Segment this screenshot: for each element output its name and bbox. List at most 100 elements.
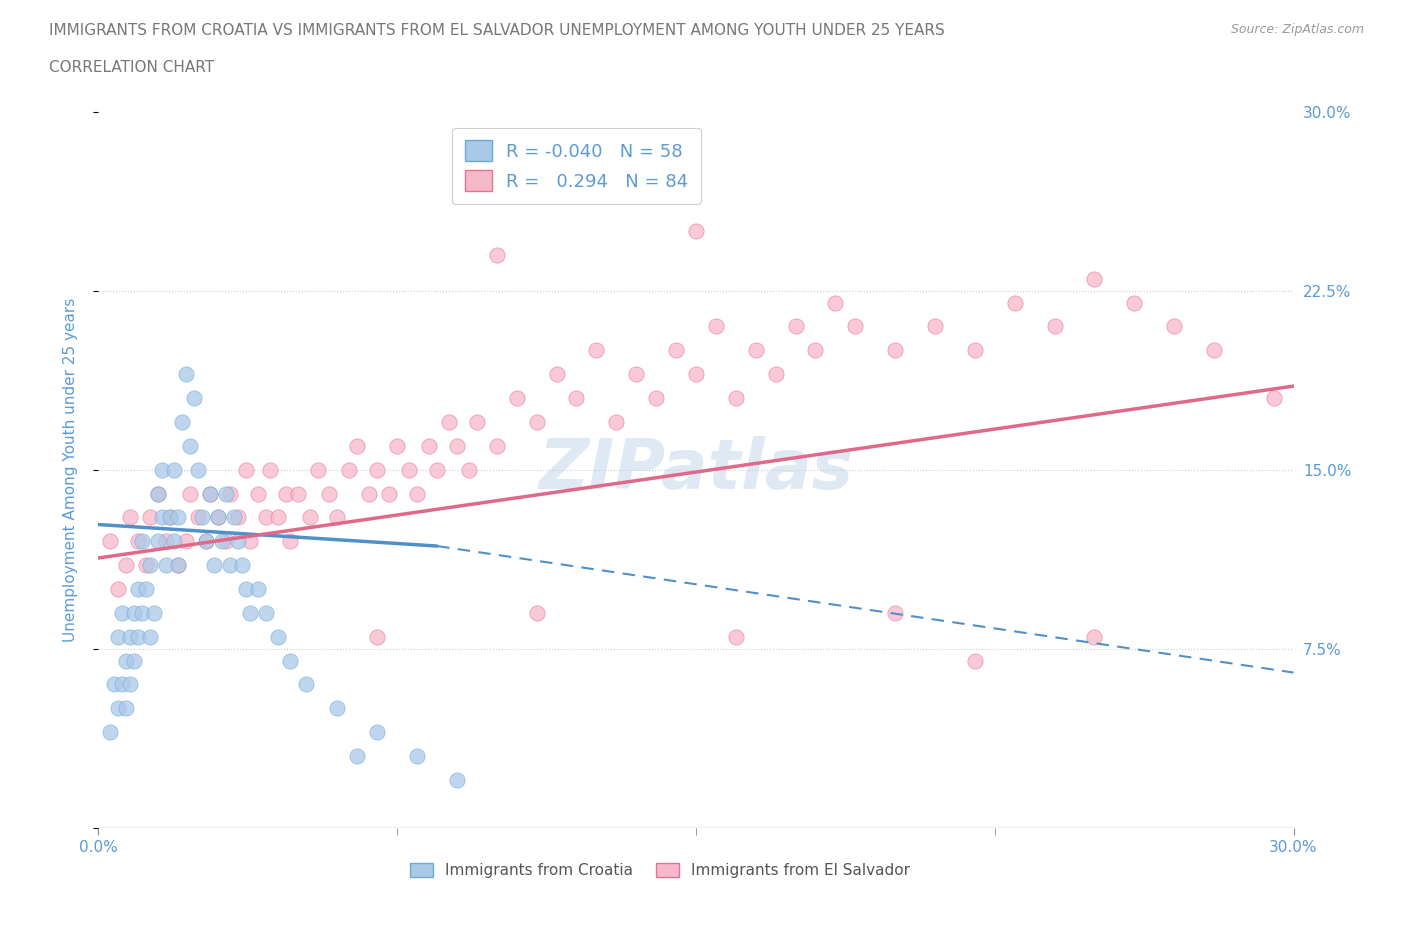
Point bbox=[605, 415, 627, 430]
Point bbox=[98, 534, 122, 549]
Point bbox=[704, 319, 727, 334]
Point bbox=[1202, 343, 1225, 358]
Point bbox=[235, 462, 257, 477]
Point bbox=[326, 510, 349, 525]
Point bbox=[131, 605, 153, 620]
Point bbox=[124, 605, 146, 620]
Point bbox=[222, 510, 245, 525]
Point bbox=[111, 605, 134, 620]
Point bbox=[406, 749, 429, 764]
Point bbox=[187, 462, 209, 477]
Point bbox=[254, 510, 277, 525]
Point bbox=[1083, 630, 1105, 644]
Point bbox=[174, 366, 197, 381]
Legend: Immigrants from Croatia, Immigrants from El Salvador: Immigrants from Croatia, Immigrants from… bbox=[404, 857, 917, 884]
Point bbox=[231, 558, 253, 573]
Point bbox=[139, 558, 162, 573]
Point bbox=[143, 605, 166, 620]
Point bbox=[526, 605, 548, 620]
Point bbox=[267, 630, 290, 644]
Point bbox=[745, 343, 768, 358]
Point bbox=[135, 581, 157, 596]
Point bbox=[645, 391, 668, 405]
Point bbox=[359, 486, 381, 501]
Point bbox=[963, 653, 986, 668]
Point bbox=[804, 343, 827, 358]
Point bbox=[107, 581, 129, 596]
Point bbox=[120, 510, 142, 525]
Point bbox=[239, 534, 262, 549]
Point bbox=[127, 534, 149, 549]
Point bbox=[685, 223, 707, 238]
Point bbox=[339, 462, 361, 477]
Point bbox=[765, 366, 787, 381]
Point bbox=[226, 534, 249, 549]
Text: IMMIGRANTS FROM CROATIA VS IMMIGRANTS FROM EL SALVADOR UNEMPLOYMENT AMONG YOUTH : IMMIGRANTS FROM CROATIA VS IMMIGRANTS FR… bbox=[49, 23, 945, 38]
Point bbox=[163, 462, 186, 477]
Point bbox=[131, 534, 153, 549]
Point bbox=[139, 510, 162, 525]
Point bbox=[207, 510, 229, 525]
Point bbox=[724, 391, 747, 405]
Point bbox=[785, 319, 807, 334]
Point bbox=[148, 486, 170, 501]
Point bbox=[235, 581, 257, 596]
Point bbox=[150, 462, 173, 477]
Point bbox=[398, 462, 420, 477]
Point bbox=[187, 510, 209, 525]
Point bbox=[139, 630, 162, 644]
Point bbox=[120, 677, 142, 692]
Point bbox=[159, 510, 181, 525]
Point bbox=[685, 366, 707, 381]
Point bbox=[135, 558, 157, 573]
Point bbox=[246, 486, 269, 501]
Point bbox=[1123, 295, 1146, 310]
Point bbox=[346, 438, 368, 453]
Point bbox=[294, 677, 316, 692]
Point bbox=[565, 391, 588, 405]
Point bbox=[1043, 319, 1066, 334]
Point bbox=[526, 415, 548, 430]
Point bbox=[924, 319, 946, 334]
Point bbox=[115, 653, 138, 668]
Point bbox=[485, 438, 508, 453]
Point bbox=[148, 486, 170, 501]
Point bbox=[1083, 272, 1105, 286]
Text: ZIPatlas: ZIPatlas bbox=[538, 436, 853, 503]
Text: CORRELATION CHART: CORRELATION CHART bbox=[49, 60, 214, 75]
Point bbox=[115, 558, 138, 573]
Point bbox=[150, 510, 173, 525]
Point bbox=[107, 630, 129, 644]
Point bbox=[278, 653, 301, 668]
Point bbox=[98, 724, 122, 739]
Point bbox=[174, 534, 197, 549]
Point bbox=[267, 510, 290, 525]
Point bbox=[226, 510, 249, 525]
Point bbox=[626, 366, 648, 381]
Point bbox=[246, 581, 269, 596]
Point bbox=[326, 701, 349, 716]
Point bbox=[254, 605, 277, 620]
Y-axis label: Unemployment Among Youth under 25 years: Unemployment Among Youth under 25 years bbox=[63, 298, 77, 642]
Point bbox=[506, 391, 529, 405]
Point bbox=[665, 343, 688, 358]
Point bbox=[318, 486, 340, 501]
Point bbox=[844, 319, 866, 334]
Point bbox=[1263, 391, 1285, 405]
Point bbox=[167, 558, 190, 573]
Point bbox=[155, 534, 177, 549]
Point bbox=[207, 510, 229, 525]
Point bbox=[385, 438, 409, 453]
Point bbox=[172, 415, 194, 430]
Point bbox=[346, 749, 368, 764]
Point bbox=[179, 438, 201, 453]
Point bbox=[298, 510, 321, 525]
Point bbox=[824, 295, 846, 310]
Point bbox=[485, 247, 508, 262]
Point bbox=[724, 630, 747, 644]
Point bbox=[307, 462, 329, 477]
Text: Source: ZipAtlas.com: Source: ZipAtlas.com bbox=[1230, 23, 1364, 36]
Point bbox=[278, 534, 301, 549]
Point bbox=[1004, 295, 1026, 310]
Point bbox=[198, 486, 221, 501]
